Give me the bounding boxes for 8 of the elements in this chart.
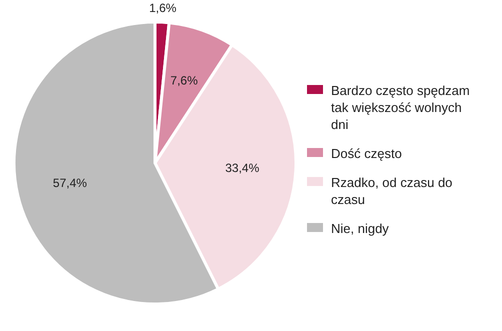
data-label: 33,4% xyxy=(225,160,260,175)
data-label: 7,6% xyxy=(170,74,198,88)
legend-label: Nie, nigdy xyxy=(331,220,390,237)
legend-label: Rzadko, od czasu do czasu xyxy=(331,174,454,208)
data-label: 57,4% xyxy=(52,176,88,190)
legend-label: Dość często xyxy=(331,145,403,162)
legend-label: Bardzo często spędzam tak większość wolnych dni xyxy=(331,82,471,133)
data-label: 1,6% xyxy=(149,1,177,16)
